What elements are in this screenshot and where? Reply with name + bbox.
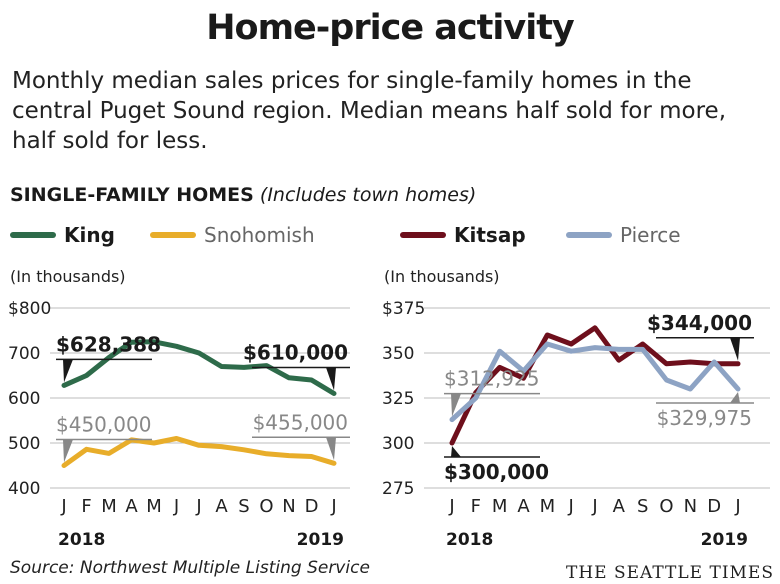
data-label: $450,000 — [56, 413, 151, 437]
x-tick-label: J — [591, 496, 597, 517]
x-tick-label: M — [101, 496, 117, 517]
series-line-king — [61, 339, 337, 396]
legend-label-kitsap: Kitsap — [454, 223, 526, 247]
x-tick-label: F — [471, 496, 481, 517]
annotation-pointer — [326, 367, 336, 391]
x-tick-label: O — [659, 496, 673, 517]
annotation-pointer — [730, 337, 740, 361]
x-tick-label: J — [448, 496, 454, 517]
legend-label-pierce: Pierce — [620, 223, 681, 247]
x-tick-label: J — [173, 496, 179, 517]
x-tick-label: M — [146, 496, 162, 517]
y-tick-label: $375 — [382, 299, 425, 319]
x-tick-label: A — [613, 496, 626, 517]
year-label-start: 2018 — [446, 530, 493, 550]
legend-item-snohomish: Snohomish — [150, 222, 315, 248]
legend-swatch-pierce — [566, 232, 612, 238]
x-tick-label: F — [81, 496, 91, 517]
annotation-pointer — [451, 393, 461, 417]
data-label: $312,925 — [444, 367, 539, 391]
x-tick-label: M — [492, 496, 508, 517]
chart-title: Home-price activity — [206, 8, 575, 48]
legend-label-king: King — [64, 223, 115, 247]
y-tick-label: 350 — [382, 344, 414, 364]
y-tick-label: $800 — [8, 299, 51, 319]
annotation-pointer — [63, 439, 73, 463]
y-tick-label: 275 — [382, 479, 414, 499]
x-tick-label: J — [330, 496, 336, 517]
publisher-credit: THE SEATTLE TIMES — [566, 563, 774, 583]
data-label: $455,000 — [253, 410, 348, 434]
legend-item-king: King — [10, 222, 115, 248]
x-tick-label: A — [125, 496, 138, 517]
legend-item-pierce: Pierce — [566, 222, 681, 248]
legend-swatch-king — [10, 232, 56, 238]
legend-swatch-kitsap — [400, 232, 446, 238]
x-tick-label: D — [707, 496, 721, 517]
data-label: $344,000 — [647, 311, 752, 335]
data-label: $329,975 — [657, 406, 752, 430]
year-label-end: 2019 — [701, 530, 748, 550]
legend-label-snohomish: Snohomish — [204, 223, 315, 247]
x-tick-label: A — [215, 496, 228, 517]
x-tick-label: N — [282, 496, 295, 517]
x-tick-label: D — [305, 496, 319, 517]
data-label: $628,388 — [56, 332, 161, 356]
source-note: Source: Northwest Multiple Listing Servi… — [10, 558, 370, 578]
series-line-snohomish — [61, 436, 337, 468]
year-label-start: 2018 — [58, 530, 105, 550]
section-heading: SINGLE-FAMILY HOMES (Includes town homes… — [10, 184, 476, 206]
x-tick-label: J — [734, 496, 740, 517]
x-tick-label: M — [540, 496, 556, 517]
annotation-pointer — [63, 359, 73, 383]
x-tick-label: S — [637, 496, 648, 517]
annotation-pointer — [730, 392, 740, 403]
section-title: SINGLE-FAMILY HOMES — [10, 184, 254, 206]
units-note: (In thousands) — [10, 267, 126, 286]
year-label-end: 2019 — [297, 530, 344, 550]
chart-description: Monthly median sales prices for single-f… — [12, 68, 726, 154]
x-tick-label: O — [259, 496, 273, 517]
annotation-pointer — [451, 446, 461, 457]
data-label: $610,000 — [243, 341, 348, 365]
x-tick-label: J — [568, 496, 574, 517]
y-tick-label: 400 — [8, 479, 40, 499]
series-line-kitsap — [449, 325, 741, 446]
x-tick-label: J — [60, 496, 66, 517]
data-label: $300,000 — [444, 460, 549, 484]
annotation-pointer — [326, 437, 336, 461]
y-tick-label: 325 — [382, 389, 414, 409]
legend-swatch-snohomish — [150, 232, 196, 238]
series-line-pierce — [449, 341, 741, 423]
x-tick-label: N — [684, 496, 697, 517]
section-subtitle: (Includes town homes) — [259, 184, 477, 206]
y-tick-label: 600 — [8, 389, 40, 409]
units-note: (In thousands) — [384, 267, 500, 286]
y-tick-label: 300 — [382, 434, 414, 454]
x-tick-label: S — [238, 496, 249, 517]
y-tick-label: 700 — [8, 344, 40, 364]
y-tick-label: 500 — [8, 434, 40, 454]
x-tick-label: A — [517, 496, 530, 517]
x-tick-label: J — [195, 496, 201, 517]
legend-item-kitsap: Kitsap — [400, 222, 526, 248]
